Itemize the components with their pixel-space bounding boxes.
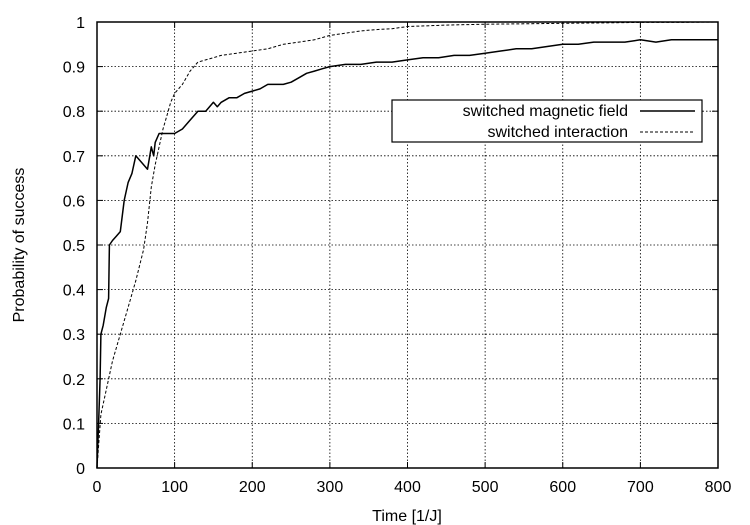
x-tick-label: 800 (705, 479, 732, 496)
y-tick-labels: 0 0.1 0.2 0.3 0.4 0.5 0.6 0.7 0.8 0.9 1 (63, 15, 85, 478)
y-tick-label: 0.6 (63, 193, 85, 210)
y-tick-label: 1 (76, 15, 85, 32)
legend-box (391, 99, 703, 143)
tick-marks (96, 21, 719, 469)
y-tick-label: 0.9 (63, 60, 85, 77)
x-tick-label: 0 (93, 479, 102, 496)
y-axis-title: Probability of success (11, 168, 28, 323)
y-tick-label: 0.1 (63, 416, 85, 433)
y-tick-label: 0.7 (63, 149, 85, 166)
legend-label-magnetic-field: switched magnetic field (463, 103, 628, 120)
y-tick-label: 0.4 (63, 283, 85, 300)
y-tick-label: 0.5 (63, 238, 85, 255)
x-tick-label: 200 (239, 479, 266, 496)
y-tick-label: 0.2 (63, 372, 85, 389)
y-tick-label: 0 (76, 461, 85, 478)
series-line-magnetic-field (96, 39, 718, 469)
x-tick-labels: 0 100 200 300 400 500 600 700 800 (93, 479, 732, 496)
legend: switched magnetic field switched interac… (391, 99, 703, 143)
grid (97, 22, 718, 468)
x-tick-label: 300 (317, 479, 344, 496)
legend-label-interaction: switched interaction (487, 124, 628, 141)
y-tick-label: 0.3 (63, 327, 85, 344)
x-axis-title: Time [1/J] (372, 508, 442, 525)
x-tick-label: 100 (161, 479, 188, 496)
y-tick-label: 0.8 (63, 104, 85, 121)
series-line-interaction (96, 21, 719, 469)
x-tick-label: 600 (549, 479, 576, 496)
series-layer (96, 21, 719, 469)
x-tick-label: 400 (394, 479, 421, 496)
x-tick-label: 700 (627, 479, 654, 496)
x-tick-label: 500 (472, 479, 499, 496)
